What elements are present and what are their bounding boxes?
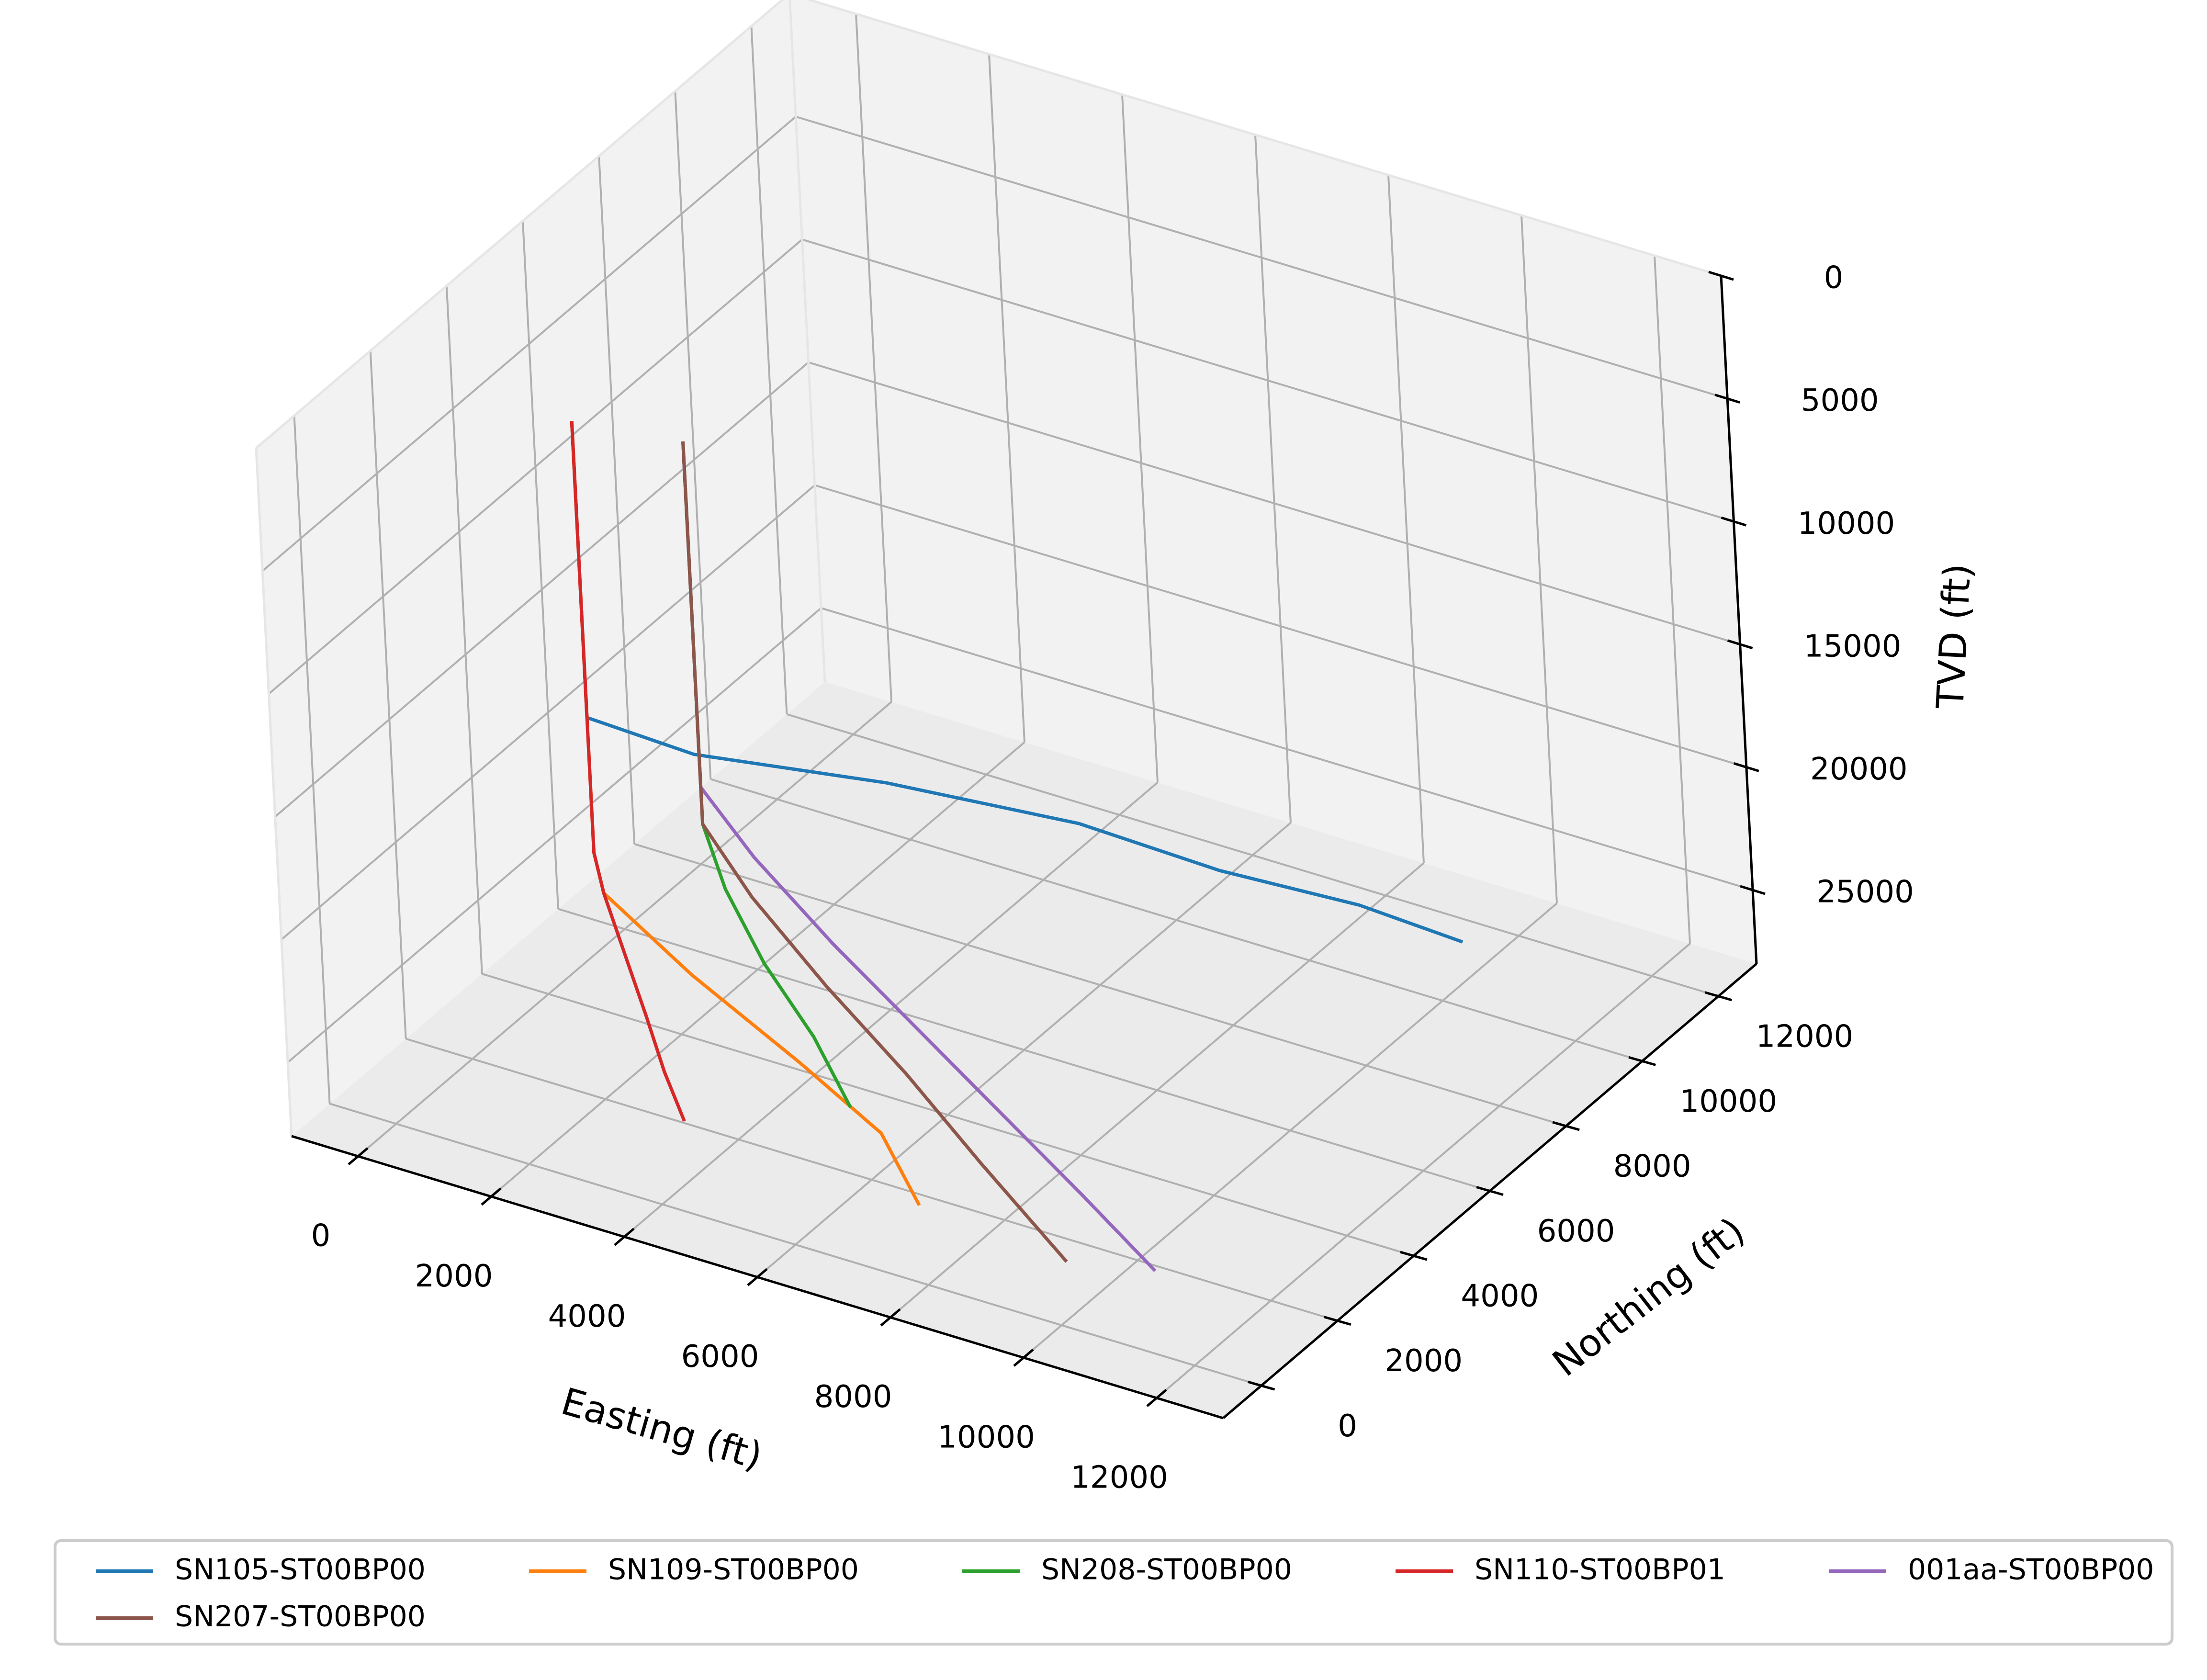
grid-line-y xyxy=(634,843,1566,1127)
grid-line-z xyxy=(261,116,797,572)
x-tick-label: 0 xyxy=(311,1218,331,1254)
grid-line-x xyxy=(1387,175,1425,863)
x-tick xyxy=(880,1308,901,1327)
y-tick-label: 0 xyxy=(1338,1409,1357,1444)
z-tick-label: 15000 xyxy=(1804,629,1902,664)
grid-line-y xyxy=(786,713,1719,997)
z-axis-line xyxy=(1720,275,1758,964)
grid-line-z xyxy=(814,484,1747,768)
x-axis-title: Easting (ft) xyxy=(556,1380,766,1478)
series-line-6 xyxy=(681,441,1068,1263)
y-tick-label: 2000 xyxy=(1385,1343,1463,1379)
series-line-1 xyxy=(570,421,1464,944)
grid-line-x xyxy=(1654,255,1691,944)
pane-edge xyxy=(255,0,784,449)
z-tick-label: 25000 xyxy=(1816,875,1914,910)
pane-edge xyxy=(806,0,1722,277)
grid-line-z xyxy=(821,607,1753,891)
y-tick-label: 6000 xyxy=(1537,1214,1615,1249)
tick-labels: 0 2000 4000 6000 8000 10000 12000 0 2000 4000 6000… xyxy=(311,260,1914,1496)
grid-line-y xyxy=(598,156,636,845)
grid-line-z xyxy=(281,484,816,940)
z-tick-label: 5000 xyxy=(1801,383,1879,418)
grid-line-x xyxy=(855,13,892,702)
z-tick xyxy=(1708,271,1734,281)
grid-line-x xyxy=(1254,135,1292,823)
pane-edge xyxy=(788,0,826,682)
y-tick xyxy=(1247,1380,1275,1391)
y-tick xyxy=(1476,1186,1504,1196)
y-tick xyxy=(1400,1251,1428,1261)
z-tick xyxy=(1714,394,1740,404)
x-tick xyxy=(614,1228,635,1246)
grid-line-x xyxy=(1121,94,1159,783)
z-tick xyxy=(1727,639,1753,650)
y-tick-label: 10000 xyxy=(1679,1084,1777,1119)
grid-line-x xyxy=(988,54,1025,743)
y-tick xyxy=(1628,1056,1656,1066)
grid-line-y xyxy=(750,26,788,714)
z-tick-label: 10000 xyxy=(1798,506,1895,541)
pane-edge xyxy=(255,448,293,1137)
axes-panes xyxy=(256,0,1757,1418)
grid-line-y xyxy=(558,908,1490,1192)
x-tick-label: 6000 xyxy=(681,1339,759,1375)
x-tick xyxy=(481,1187,502,1206)
series-lines xyxy=(570,421,1464,1272)
y-tick-label: 12000 xyxy=(1756,1019,1854,1054)
grid-line-z xyxy=(808,361,1741,645)
x-tick-label: 2000 xyxy=(415,1259,493,1294)
grid-line-z xyxy=(268,238,803,695)
y-tick xyxy=(1552,1121,1580,1131)
z-tick-label: 20000 xyxy=(1810,752,1908,787)
grid-line-y xyxy=(482,973,1414,1257)
grid-line-z xyxy=(287,607,822,1063)
z-tick xyxy=(1740,885,1766,895)
grid-line-y xyxy=(445,285,483,974)
y-tick-label: 8000 xyxy=(1613,1149,1691,1184)
y-tick-label: 4000 xyxy=(1461,1279,1539,1314)
grid-line-z xyxy=(274,361,809,818)
grid-line-z xyxy=(801,238,1734,523)
grid-line-y xyxy=(522,221,559,909)
grid-line-y xyxy=(674,91,712,779)
grid-line-y xyxy=(405,1037,1338,1322)
x-tick-label: 8000 xyxy=(814,1379,892,1415)
x-tick-label: 12000 xyxy=(1070,1460,1168,1496)
grid-line-y xyxy=(369,350,407,1039)
legend-frame xyxy=(54,1539,2173,1646)
legend-label-4: SN110-ST00BP01 xyxy=(1475,1553,1725,1587)
grid-lines xyxy=(255,0,1758,1399)
legend-label-5: 001aa-ST00BP00 xyxy=(1908,1553,2154,1587)
z-tick-label: 0 xyxy=(1824,260,1844,296)
x-tick-label: 4000 xyxy=(548,1299,626,1334)
grid-line-y xyxy=(293,416,331,1104)
legend: SN105-ST00BP00 SN109-ST00BP00 SN208-ST00BP… xyxy=(54,1539,2173,1646)
x-tick-label: 10000 xyxy=(937,1420,1035,1455)
grid-line-x xyxy=(1520,215,1558,903)
legend-label-2: SN109-ST00BP00 xyxy=(608,1553,859,1587)
grid-line-z xyxy=(795,115,1728,400)
grid-line-y xyxy=(329,1103,1262,1387)
series-line-5 xyxy=(681,441,1157,1272)
series-line-4 xyxy=(570,421,686,1122)
z-axis-title: TVD (ft) xyxy=(1929,563,1980,710)
y-tick xyxy=(1324,1316,1351,1326)
x-tick xyxy=(1146,1389,1167,1407)
grid-line-y xyxy=(710,778,1643,1062)
x-tick xyxy=(348,1147,369,1165)
legend-label-6: SN207-ST00BP00 xyxy=(175,1600,426,1634)
x-tick xyxy=(1013,1348,1034,1367)
legend-label-3: SN208-ST00BP00 xyxy=(1041,1553,1292,1587)
legend-label-1: SN105-ST00BP00 xyxy=(175,1553,426,1587)
z-tick xyxy=(1721,516,1747,527)
x-tick xyxy=(747,1268,768,1286)
z-tick xyxy=(1734,762,1759,772)
y-tick xyxy=(1704,991,1733,1002)
